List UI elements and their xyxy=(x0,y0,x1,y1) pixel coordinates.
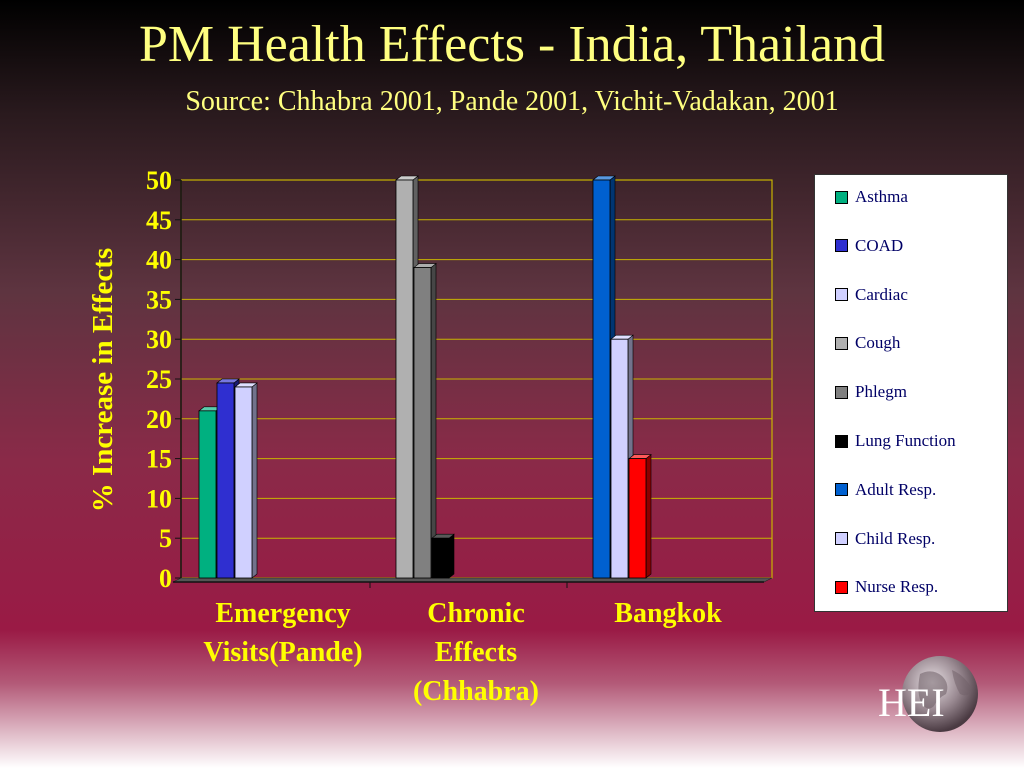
x-tick-label: Chronic Effects (Chhabra) xyxy=(381,594,571,711)
y-tick-label: 45 xyxy=(146,206,172,235)
y-tick-label: 20 xyxy=(146,405,172,434)
legend-item: Nurse Resp. xyxy=(835,576,938,598)
legend-swatch xyxy=(835,288,848,302)
legend-label: Nurse Resp. xyxy=(855,577,939,597)
y-tick-label: 35 xyxy=(146,285,172,314)
legend-item: Lung Function xyxy=(835,430,956,452)
legend-swatch xyxy=(835,580,848,594)
legend-label: Lung Function xyxy=(855,431,956,450)
legend-item: Cardiac xyxy=(835,284,908,306)
legend-label: COAD xyxy=(855,235,904,255)
y-tick-label: 30 xyxy=(146,325,172,354)
legend-swatch xyxy=(835,239,848,253)
bar-cardiac xyxy=(234,386,253,579)
x-tick-label-line: Effects xyxy=(434,637,518,668)
y-tick-label: 15 xyxy=(146,445,172,474)
y-tick-label: 5 xyxy=(159,524,172,553)
y-tick-label: 10 xyxy=(146,484,172,513)
legend-item: Cough xyxy=(835,332,900,354)
bar-lung-function xyxy=(431,537,450,579)
legend-item: Phlegm xyxy=(835,381,907,403)
legend-swatch xyxy=(835,483,848,497)
hei-logo: HEI xyxy=(878,656,978,732)
x-tick-label: Bangkok xyxy=(573,594,763,633)
legend-label: Child Resp. xyxy=(855,528,936,548)
chart-legend: Asthma COAD Cardiac Cough Phlegm Lung Functio… xyxy=(814,174,1008,612)
x-tick-label-line: Emergency xyxy=(215,598,351,629)
legend-item: COAD xyxy=(835,235,903,257)
x-tick-label-line: Bangkok xyxy=(614,598,722,629)
slide-subtitle: Source: Chhabra 2001, Pande 2001, Vichit… xyxy=(185,86,839,117)
bar-nurse-resp-side xyxy=(645,453,652,579)
legend-label: Adult Resp. xyxy=(855,479,937,499)
legend-swatch xyxy=(835,385,848,399)
bar-cough xyxy=(395,179,414,579)
bar-cardiac-side xyxy=(251,382,258,579)
legend-label: Cough xyxy=(855,333,901,353)
legend-item: Adult Resp. xyxy=(835,479,936,501)
logo-text: HEI xyxy=(878,680,945,725)
slide-title: PM Health Effects - India, Thailand xyxy=(138,16,886,73)
x-tick-label-line: Chronic xyxy=(427,598,525,629)
x-tick-label-line: (Chhabra) xyxy=(412,676,539,707)
legend-item: Child Resp. xyxy=(835,528,935,550)
y-tick-label: 50 xyxy=(146,166,172,195)
legend-swatch xyxy=(835,190,848,204)
legend-label: Phlegm xyxy=(855,382,907,402)
bar-asthma xyxy=(198,410,217,579)
legend-swatch xyxy=(835,434,848,448)
bar-lung-function-side xyxy=(448,533,455,579)
x-tick-label-line: Visits(Pande) xyxy=(203,637,363,668)
bar-adult-resp xyxy=(592,179,611,579)
bar-nurse-resp xyxy=(628,458,647,579)
bar-phlegm xyxy=(413,267,432,579)
legend-item: Asthma xyxy=(835,186,908,208)
bar-child-resp xyxy=(610,338,629,579)
y-tick-label: 40 xyxy=(146,246,172,275)
legend-label: Cardiac xyxy=(855,284,908,304)
bar-phlegm-side xyxy=(430,262,437,579)
y-tick-label: 25 xyxy=(146,365,172,394)
x-tick-label: Emergency Visits(Pande) xyxy=(188,594,378,672)
legend-label: Asthma xyxy=(855,187,908,206)
legend-swatch xyxy=(835,532,848,546)
bar-coad xyxy=(216,382,235,579)
legend-swatch xyxy=(835,336,848,350)
y-tick-label: 0 xyxy=(159,564,172,593)
